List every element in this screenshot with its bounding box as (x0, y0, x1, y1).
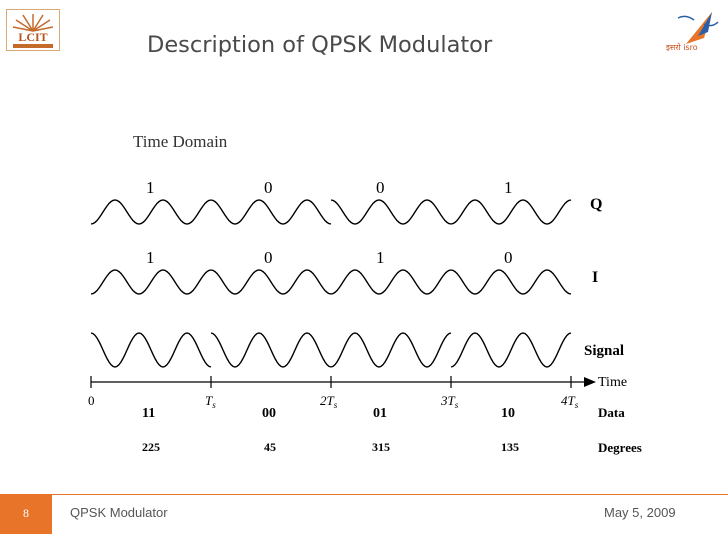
q-axis-label: Q (590, 196, 602, 213)
page-number: 8 (23, 506, 29, 520)
signal-waveform-row: Signal (90, 332, 624, 368)
i-bit-label: 0 (264, 248, 273, 267)
degrees-value: 135 (501, 440, 519, 454)
footer-date: May 5, 2009 (604, 505, 676, 520)
tick-label: 4Ts (561, 393, 579, 410)
logo-bar (13, 44, 53, 48)
time-axis-label: Time (598, 375, 627, 390)
tick-label: 2Ts (320, 393, 338, 410)
logo-text: LCIT (18, 30, 48, 44)
q-waveform (90, 199, 572, 225)
i-axis-label: I (592, 269, 598, 286)
isro-logo-text: इसरो isro (666, 42, 698, 52)
q-bit-label: 0 (264, 178, 273, 197)
footer-title: QPSK Modulator (70, 505, 168, 520)
q-bit-label: 1 (504, 178, 513, 197)
i-bit-label: 0 (504, 248, 513, 267)
data-row-label: Data (598, 405, 625, 420)
slide-title: Description of QPSK Modulator (147, 32, 493, 58)
footer-divider (52, 494, 728, 495)
degrees-value: 225 (142, 440, 160, 454)
degrees-row: 225 45 315 135 Degrees (142, 440, 642, 455)
data-value: 01 (373, 406, 387, 421)
data-value: 00 (262, 406, 276, 421)
isro-logo: इसरो isro (666, 12, 719, 52)
time-axis: Time 0 Ts 2Ts 3Ts 4Ts (88, 375, 627, 410)
lcit-logo: LCIT (6, 9, 60, 51)
page-number-badge (0, 494, 52, 534)
isro-arrow-icon (677, 12, 719, 44)
section-subtitle: Time Domain (133, 132, 228, 151)
i-bit-label: 1 (376, 248, 385, 267)
q-bit-label: 1 (146, 178, 155, 197)
data-value: 10 (501, 406, 515, 421)
signal-axis-label: Signal (584, 343, 624, 359)
time-axis-arrow-icon (584, 377, 596, 387)
sun-rays-icon (12, 14, 54, 32)
data-row: 11 00 01 10 Data (142, 405, 625, 421)
data-value: 11 (142, 406, 155, 421)
i-waveform (90, 269, 572, 295)
qpsk-waveform-diagram: 1 0 0 1 Q 1 0 1 0 I Signal (88, 178, 642, 455)
degrees-value: 315 (372, 440, 390, 454)
tick-label: Ts (205, 393, 216, 410)
i-waveform-row: 1 0 1 0 I (90, 248, 598, 295)
degrees-row-label: Degrees (598, 440, 642, 455)
signal-waveform (90, 332, 572, 368)
tick-label: 0 (88, 393, 95, 408)
q-bit-label: 0 (376, 178, 385, 197)
tick-label: 3Ts (440, 393, 459, 410)
degrees-value: 45 (264, 440, 276, 454)
q-waveform-row: 1 0 0 1 Q (90, 178, 602, 225)
i-bit-label: 1 (146, 248, 155, 267)
